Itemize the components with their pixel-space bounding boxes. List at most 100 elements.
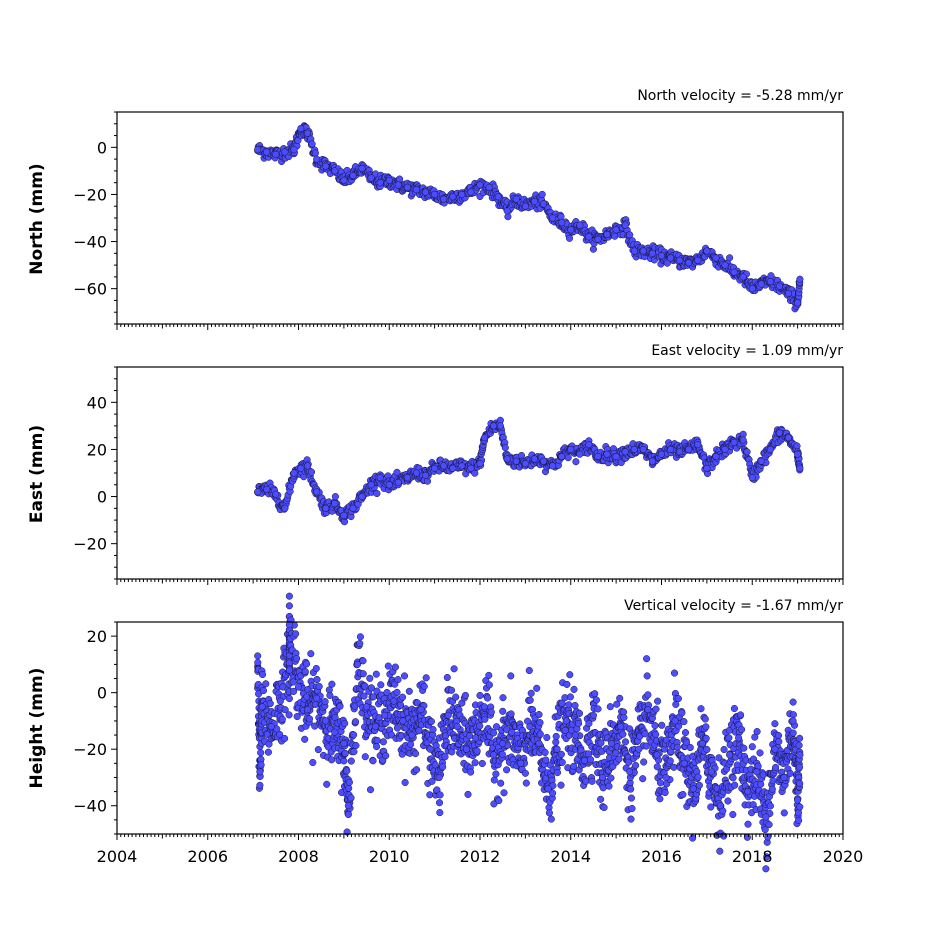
east-data-point [480,434,489,442]
height-cloud-point [607,774,615,782]
height-cloud-point [351,718,360,726]
east-data-point [304,462,312,470]
height-cloud-point [259,687,268,695]
height-cloud-point [345,784,353,792]
height-cloud-point [570,762,578,770]
height-cloud-point [729,810,737,819]
height-cloud-point [312,664,320,673]
height-cloud-point [725,734,733,742]
east-data-point [576,450,584,458]
height-cloud-point [757,780,765,788]
height-cloud-point [401,778,409,787]
height-cloud-point [552,732,560,740]
height-panel: Vertical velocity = -1.67 mm/yr Height (… [27,592,863,873]
height-cloud-point [616,694,624,702]
x-tick-label: 2012 [460,847,501,866]
height-data-point [372,723,380,731]
east-cloud-point [331,493,339,501]
height-cloud-point [729,774,737,782]
height-cloud-point [356,633,364,641]
east-data-point [766,445,774,453]
north-data-point [639,247,647,255]
north-data-point [576,221,584,229]
height-cloud-point [476,691,484,700]
east-data-point [272,490,280,498]
height-cloud-point [507,710,515,718]
height-cloud-point [661,789,669,797]
north-cloud-point [308,140,316,148]
height-cloud-point [613,700,621,708]
height-data-point [580,756,588,765]
height-cloud-point [490,729,498,737]
height-cloud-point [542,756,550,764]
height-data-point [435,773,443,782]
east-data-point [694,441,702,449]
height-cloud-point [366,674,374,682]
height-cloud-point [789,729,797,737]
north-data-point [331,167,339,175]
height-cloud-point [639,775,647,783]
height-cloud-point [290,687,298,695]
height-data-point [471,734,480,742]
height-cloud-point [340,757,348,765]
height-cloud-point [654,697,662,705]
height-cloud-point [499,694,507,702]
height-y-tick-label: 0 [97,684,107,703]
height-cloud-point [492,770,500,778]
height-x-ticks [116,834,844,840]
height-cloud-point [485,681,493,689]
height-cloud-point [492,723,501,731]
height-cloud-point [716,847,724,855]
height-cloud-point [796,803,804,811]
height-data-point [508,728,516,736]
east-cloud-point [501,444,509,452]
north-cloud-point [538,190,546,198]
east-cloud-point [572,458,580,466]
height-cloud-point [772,763,780,771]
x-tick-label: 2016 [641,847,682,866]
north-data-point [748,285,756,293]
north-data-point [467,188,475,196]
height-cloud-point [407,740,415,748]
height-cloud-point [565,701,573,709]
north-cloud-point [504,213,512,221]
height-cloud-point [356,639,364,648]
height-cloud-point [285,711,293,719]
east-data-point [340,511,348,519]
height-cloud-point [702,734,710,742]
east-data-point [796,464,804,472]
height-cloud-point [627,794,635,802]
height-cloud-point [384,662,392,670]
height-y-tick-label: −40 [73,797,107,816]
north-cloud-point [726,254,734,262]
x-tick-label: 2010 [369,847,410,866]
north-data-point [775,282,784,290]
height-cloud-point [652,730,660,739]
north-data-point [721,261,729,269]
height-cloud-point [642,742,650,750]
north-data-point [254,146,262,154]
north-data-point [412,186,421,194]
height-cloud-point [789,698,797,706]
height-cloud-point [599,784,607,792]
north-data-point [594,235,602,243]
north-data-point [290,146,298,154]
east-data-point [648,457,656,465]
height-data-point [480,703,489,711]
height-cloud-point [786,769,794,777]
height-cloud-point [439,763,447,771]
height-cloud-point [606,703,614,711]
height-data-point [780,773,788,782]
height-cloud-point [281,734,289,743]
east-data-point [585,441,593,449]
height-cloud-point [450,665,458,673]
east-y-tick-label: 20 [87,440,107,459]
height-cloud-point [679,790,687,799]
height-cloud-point [485,671,493,679]
height-data-point [285,666,293,674]
height-cloud-point [331,713,339,721]
east-y-tick-label: 0 [97,488,107,507]
east-data-point [421,471,430,479]
height-cloud-point [400,672,409,680]
